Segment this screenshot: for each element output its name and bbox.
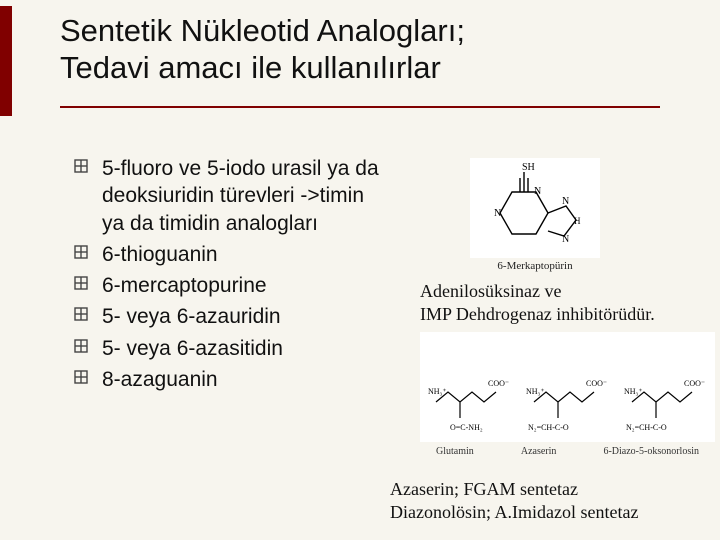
- fig2-label: Glutamin: [436, 446, 474, 457]
- caption-2: Azaserin; FGAM sentetaz Diazonolösin; A.…: [390, 478, 638, 523]
- bullet-icon: [74, 370, 92, 388]
- svg-text:N₂=CH-C-O: N₂=CH-C-O: [626, 423, 667, 432]
- svg-text:N₂=CH-C-O: N₂=CH-C-O: [528, 423, 569, 432]
- bullet-icon: [74, 245, 92, 263]
- list-item-text: 8-azaguanin: [102, 366, 218, 393]
- bullet-icon: [74, 307, 92, 325]
- fig2-label: 6-Diazo-5-oksonorlosin: [603, 446, 699, 457]
- svg-text:SH: SH: [522, 162, 535, 173]
- svg-text:N: N: [494, 208, 501, 219]
- slide-title: Sentetik Nükleotid Analogları; Tedavi am…: [60, 12, 465, 86]
- list-item: 5-fluoro ve 5-iodo urasil ya da deoksiur…: [74, 155, 384, 237]
- list-item: 6-thioguanin: [74, 241, 384, 268]
- svg-text:N: N: [562, 196, 569, 207]
- title-line-1: Sentetik Nükleotid Analogları;: [60, 13, 465, 48]
- figure-azaserin: NH₃⁺ COO⁻ O=C-NH₂ NH₃⁺ COO⁻ N₂=CH-C-O NH…: [420, 332, 715, 442]
- figure-2-labels: Glutamin Azaserin 6-Diazo-5-oksonorlosin: [420, 446, 715, 457]
- caption-2-line-1: Azaserin; FGAM sentetaz: [390, 479, 578, 499]
- list-item: 5- veya 6-azasitidin: [74, 335, 384, 362]
- bullet-list: 5-fluoro ve 5-iodo urasil ya da deoksiur…: [74, 155, 384, 397]
- bullet-icon: [74, 339, 92, 357]
- caption-2-line-2: Diazonolösin; A.Imidazol sentetaz: [390, 502, 638, 522]
- title-line-2: Tedavi amacı ile kullanılırlar: [60, 50, 441, 85]
- svg-text:COO⁻: COO⁻: [586, 379, 607, 388]
- svg-text:N: N: [562, 234, 569, 245]
- svg-text:H: H: [574, 216, 581, 226]
- caption-1-line-2: IMP Dehdrogenaz inhibitörüdür.: [420, 304, 655, 324]
- list-item-text: 5-fluoro ve 5-iodo urasil ya da deoksiur…: [102, 155, 384, 237]
- svg-text:N: N: [534, 186, 541, 197]
- figure-mercaptopurine: SH N N N N H 6-Merkaptopürin: [470, 158, 600, 272]
- svg-text:COO⁻: COO⁻: [684, 379, 705, 388]
- caption-1-line-1: Adenilosüksinaz ve: [420, 281, 561, 301]
- caption-1: Adenilosüksinaz ve IMP Dehdrogenaz inhib…: [420, 280, 655, 325]
- svg-text:NH₃⁺: NH₃⁺: [526, 387, 545, 396]
- svg-text:NH₃⁺: NH₃⁺: [624, 387, 643, 396]
- svg-text:COO⁻: COO⁻: [488, 379, 509, 388]
- list-item: 5- veya 6-azauridin: [74, 303, 384, 330]
- list-item-text: 6-thioguanin: [102, 241, 218, 268]
- bullet-icon: [74, 159, 92, 177]
- bullet-icon: [74, 276, 92, 294]
- list-item: 8-azaguanin: [74, 366, 384, 393]
- list-item-text: 5- veya 6-azauridin: [102, 303, 281, 330]
- list-item-text: 6-mercaptopurine: [102, 272, 267, 299]
- list-item-text: 5- veya 6-azasitidin: [102, 335, 283, 362]
- figure-1-caption: 6-Merkaptopürin: [470, 260, 600, 272]
- svg-text:O=C-NH₂: O=C-NH₂: [450, 423, 483, 432]
- accent-bar: [0, 6, 12, 116]
- chem-structure-1: SH N N N N H: [470, 158, 600, 258]
- fig2-label: Azaserin: [521, 446, 557, 457]
- list-item: 6-mercaptopurine: [74, 272, 384, 299]
- title-underline: [60, 106, 660, 108]
- svg-text:NH₃⁺: NH₃⁺: [428, 387, 447, 396]
